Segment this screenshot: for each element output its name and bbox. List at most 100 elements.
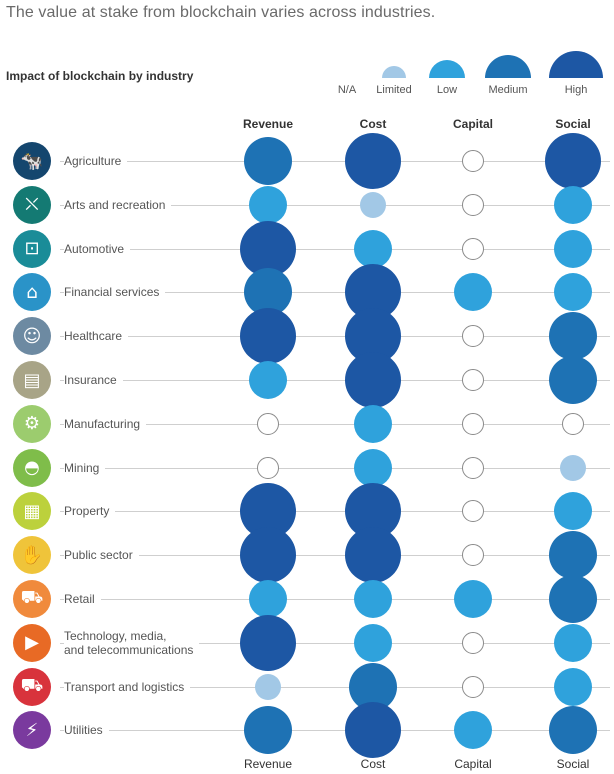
helmet-icon: ◓ <box>13 448 51 487</box>
column-footer-cost: Cost <box>360 757 386 771</box>
bubble-cost-low <box>354 404 392 443</box>
legend-label-limited: Limited <box>376 84 412 96</box>
bubble-cost-high <box>345 352 401 408</box>
bubble-capital-low <box>454 711 492 750</box>
industry-label: Transport and logistics <box>64 679 191 694</box>
doctor-icon: ☺ <box>13 317 51 356</box>
column-footer-capital: Capital <box>454 757 492 771</box>
bubble-capital-na <box>462 237 484 260</box>
bubble-cost-high <box>345 133 401 189</box>
bubble-cost-low <box>354 580 392 618</box>
row-line <box>60 336 610 338</box>
industry-label: Public sector <box>64 548 139 563</box>
row-line <box>60 686 610 688</box>
director-chair-icon: ⛌ <box>13 185 51 224</box>
legend-label-medium: Medium <box>488 84 528 96</box>
bubble-social-low <box>554 623 592 662</box>
bubble-social-medium <box>549 706 597 755</box>
bubble-capital-na <box>462 193 484 216</box>
handshake-icon: ✋ <box>13 536 51 575</box>
row-line <box>60 467 610 469</box>
legend-label-high: High <box>564 84 588 96</box>
bubble-revenue-high <box>240 527 296 584</box>
document-icon: ▤ <box>13 361 51 399</box>
bubble-revenue-medium <box>244 706 292 755</box>
bubble-cost-limited <box>360 191 386 218</box>
row-line <box>60 555 610 557</box>
bubble-capital-na <box>462 500 484 523</box>
industry-label: Arts and recreation <box>64 197 172 212</box>
bank-icon: ⌂ <box>13 273 51 312</box>
industry-label: Automotive <box>64 241 131 256</box>
row-line <box>60 380 610 381</box>
bubble-revenue-high <box>240 308 296 365</box>
bubble-capital-na <box>462 369 484 391</box>
bubble-revenue-na <box>257 456 279 479</box>
bubble-capital-na <box>462 675 484 698</box>
industry-label: Retail <box>64 592 101 606</box>
industry-label: Insurance <box>64 373 123 387</box>
bubble-social-medium <box>549 312 597 361</box>
bubble-social-limited <box>560 454 586 481</box>
legend-swatch-low <box>429 60 465 78</box>
bubble-social-low <box>554 667 592 706</box>
bubble-revenue-high <box>240 614 296 671</box>
row-line <box>60 730 610 732</box>
bubble-social-low <box>554 229 592 268</box>
bubble-social-low <box>554 273 592 312</box>
industry-label: Property <box>64 504 116 519</box>
industry-label: Manufacturing <box>64 416 147 431</box>
column-header-cost: Cost <box>359 117 387 131</box>
bubble-cost-low <box>354 623 392 662</box>
bubble-cost-high <box>345 702 401 759</box>
legend-swatch-medium <box>485 55 531 78</box>
legend-swatch-high <box>549 51 603 78</box>
row-line <box>60 642 610 644</box>
legend-label-low: Low <box>436 84 458 96</box>
bubble-social-medium <box>549 531 597 580</box>
bubble-cost-high <box>345 527 401 584</box>
chart-subtitle: Impact of blockchain by industry <box>6 69 194 83</box>
bubble-capital-low <box>454 273 492 312</box>
column-header-capital: Capital <box>452 117 493 131</box>
row-line <box>60 248 610 250</box>
bubble-revenue-low <box>249 185 287 224</box>
bubble-social-low <box>554 185 592 224</box>
bubble-social-medium <box>549 356 597 404</box>
chart-title: The value at stake from blockchain varie… <box>6 4 436 21</box>
bubble-capital-na <box>462 325 484 348</box>
robot-arm-icon: ⚙ <box>13 404 51 443</box>
bubble-capital-na <box>462 150 484 172</box>
column-footer-revenue: Revenue <box>243 757 293 771</box>
row-line <box>60 511 610 513</box>
industry-label: Technology, media, and telecommunications <box>64 628 200 657</box>
bubble-revenue-medium <box>244 137 292 185</box>
bubble-capital-low <box>454 580 492 618</box>
industry-label: Agriculture <box>64 154 128 168</box>
bubble-social-na <box>562 412 584 435</box>
cow-icon: 🐄 <box>13 142 51 180</box>
bubble-revenue-high <box>240 220 296 277</box>
legend-label-na: N/A <box>337 84 357 96</box>
bubble-social-high <box>545 133 601 189</box>
row-line <box>60 423 610 425</box>
industry-label: Utilities <box>64 723 109 738</box>
bubble-social-medium <box>549 575 597 623</box>
column-header-revenue: Revenue <box>242 117 294 131</box>
bubble-cost-low <box>354 448 392 487</box>
row-line <box>60 204 610 206</box>
truck-icon: ⛟ <box>13 667 51 706</box>
bubble-capital-na <box>462 456 484 479</box>
bubble-capital-na <box>462 544 484 567</box>
bubble-revenue-low <box>249 580 287 618</box>
bubble-capital-na <box>462 412 484 435</box>
bubble-revenue-low <box>249 361 287 399</box>
industry-label: Financial services <box>64 285 166 300</box>
car-chassis-icon: ⊡ <box>13 229 51 268</box>
bubble-revenue-limited <box>255 673 281 700</box>
row-line <box>60 292 610 294</box>
column-header-social: Social <box>555 117 591 131</box>
bubble-capital-na <box>462 631 484 654</box>
cart-icon: ⛟ <box>13 580 51 618</box>
building-icon: ▦ <box>13 492 51 531</box>
